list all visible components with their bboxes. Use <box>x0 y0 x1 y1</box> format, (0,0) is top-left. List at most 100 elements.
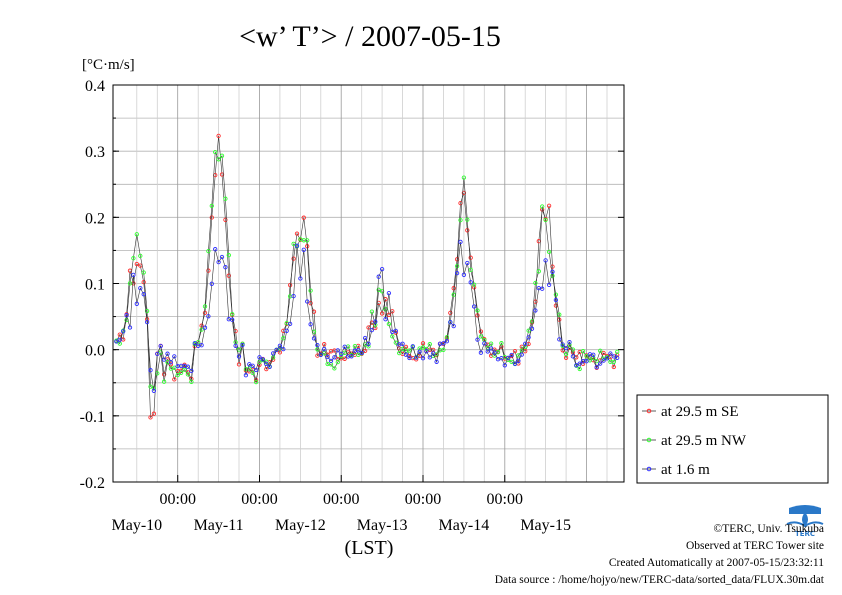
series-point <box>475 308 480 313</box>
series-point <box>448 320 453 325</box>
series-point <box>301 247 306 252</box>
series-point <box>420 341 426 346</box>
series-point <box>308 288 313 293</box>
series-point <box>339 351 344 356</box>
series-point <box>512 348 518 354</box>
series-0 <box>114 133 620 420</box>
y-tick-label: 0.2 <box>85 210 105 227</box>
series-point <box>448 310 453 316</box>
series-point <box>213 247 218 252</box>
series-point <box>332 366 337 371</box>
series-point <box>403 344 409 350</box>
series-point <box>441 347 446 353</box>
series-point <box>451 292 456 297</box>
series-point <box>390 334 395 339</box>
series-point <box>540 286 545 291</box>
series-point <box>185 364 191 369</box>
series-point <box>141 270 146 275</box>
series-point <box>206 314 211 319</box>
series-point <box>270 355 276 360</box>
series-point <box>465 217 470 222</box>
series-point <box>369 309 375 314</box>
terc-logo: TERC <box>785 502 825 538</box>
series-point <box>397 350 402 356</box>
series-point <box>540 204 545 209</box>
series-point <box>420 345 426 350</box>
series-point <box>458 200 463 206</box>
series-point <box>294 243 300 248</box>
series-point <box>366 341 371 346</box>
series-point <box>434 359 439 364</box>
series-point <box>199 343 204 348</box>
series-point <box>305 299 310 304</box>
series-point <box>424 349 429 354</box>
series-point <box>148 384 153 389</box>
series-point <box>335 359 340 365</box>
series-point <box>543 258 548 263</box>
series-point <box>376 274 381 279</box>
series-point <box>441 341 446 346</box>
series-point <box>219 153 225 158</box>
series-point <box>328 358 334 364</box>
series-point <box>253 379 259 385</box>
series-point <box>267 364 272 369</box>
series-point <box>223 265 228 270</box>
series-point <box>533 308 538 313</box>
series-point <box>264 361 269 367</box>
series-point <box>546 249 552 255</box>
series-point <box>458 217 463 223</box>
legend-label: at 29.5 m SE <box>661 404 739 420</box>
series-point <box>155 351 160 357</box>
series-point <box>369 327 375 333</box>
series-point <box>611 359 616 365</box>
series-point <box>461 175 467 180</box>
series-point <box>117 337 122 343</box>
series-point <box>230 317 235 322</box>
series-point <box>557 312 562 317</box>
series-point <box>499 341 504 346</box>
series-point <box>529 319 535 324</box>
series-point <box>516 358 521 363</box>
series-point <box>301 215 306 220</box>
series-point <box>134 301 139 306</box>
series-point <box>260 357 266 362</box>
series-point <box>253 367 259 373</box>
series-point <box>277 350 283 355</box>
series-point <box>257 359 262 365</box>
series-point <box>570 354 576 359</box>
series-point <box>488 341 494 346</box>
series-point <box>127 281 133 286</box>
series-point <box>362 348 368 354</box>
series-point <box>202 310 208 316</box>
y-tick-label: 0.3 <box>85 144 105 161</box>
series-point <box>580 349 586 354</box>
y-tick-label: -0.2 <box>80 475 105 492</box>
y-tick-label: 0.0 <box>85 343 105 360</box>
series-point <box>563 345 569 351</box>
series-point <box>226 253 231 258</box>
series-point <box>322 342 327 347</box>
series-point <box>574 363 579 368</box>
series-point <box>431 353 436 359</box>
series-point <box>393 328 398 334</box>
series-point <box>138 253 143 259</box>
series-point <box>161 357 167 362</box>
legend-marker <box>646 437 652 443</box>
series-point <box>209 203 214 209</box>
series-point <box>250 363 255 368</box>
series-point <box>560 342 565 347</box>
series-point <box>172 354 177 359</box>
series-point <box>202 325 208 330</box>
series-point <box>158 343 163 349</box>
series-point <box>611 364 616 370</box>
series-point <box>356 348 361 353</box>
series-point <box>223 196 228 201</box>
series-point <box>240 342 245 348</box>
series-point <box>168 359 174 365</box>
series-point <box>509 359 514 365</box>
series-point <box>236 354 242 359</box>
series-point <box>553 292 559 297</box>
series-point <box>151 411 157 416</box>
series-point <box>478 334 484 339</box>
